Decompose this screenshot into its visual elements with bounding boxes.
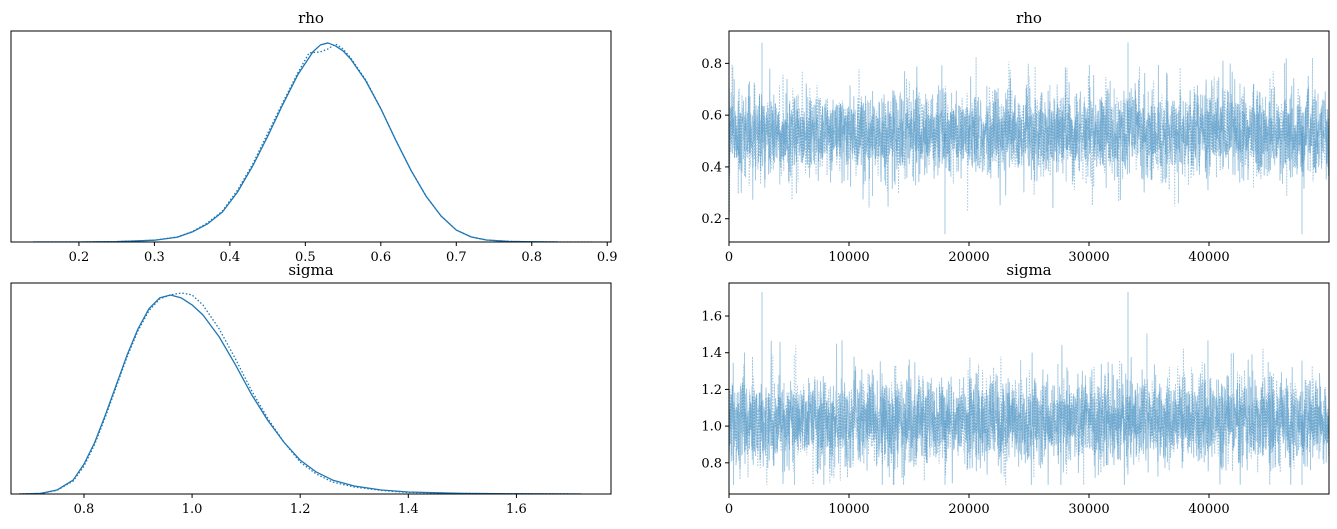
y-tick-label: 1.0 [701,420,722,435]
axes-frame [10,282,612,495]
x-tick-label: 0 [725,250,733,265]
x-tick-label: 1.6 [506,502,527,517]
x-tick-label: 0.5 [295,250,316,265]
plot-area [729,42,1329,235]
x-tick-label: 0.3 [144,250,165,265]
panel-title: rho [1016,9,1042,27]
axes-frame [10,30,612,243]
y-tick-label: 0.4 [701,160,722,175]
panel-1: rho 0.2 0.3 0.4 0.5 0.6 0.7 0.8 0.9 [10,9,618,265]
x-tick-label: 0.2 [69,250,90,265]
x-tick-label: 0.9 [597,250,618,265]
plot-area [33,42,593,242]
panel-title: sigma [288,261,333,279]
kde-dotted [33,43,593,242]
x-tick-label: 1.0 [182,502,203,517]
x-tick-label: 0.4 [220,250,241,265]
panel-4: sigma 0 10000 20000 30000 40000 0.8 1.0 1.2 1.4 1.… [701,261,1330,517]
kde-dotted [19,292,582,494]
trace-solid [729,58,1329,209]
x-tick-label: 30000 [1068,250,1109,265]
x-tick-label: 0.8 [74,502,95,517]
y-tick-label: 1.4 [701,346,722,361]
plot-area [19,292,582,494]
x-tick-label: 0.6 [370,250,391,265]
x-tick-label: 20000 [948,250,989,265]
x-tick-label: 30000 [1068,502,1109,517]
y-tick-label: 0.8 [701,57,722,72]
x-tick-label: 0.7 [446,250,467,265]
trace-solid [729,340,1329,485]
panel-title: rho [298,9,324,27]
y-tick-label: 0.2 [701,212,722,227]
x-tick-label: 10000 [828,502,869,517]
plot-area [729,292,1329,485]
panel-3: sigma 0.8 1.0 1.2 1.4 1.6 [10,261,612,517]
y-tick-label: 1.6 [701,310,722,325]
x-tick-label: 20000 [948,502,989,517]
y-tick-label: 0.8 [701,456,722,471]
kde-solid [19,294,582,494]
y-tick-label: 0.6 [701,109,722,124]
axes-frame [728,30,1330,243]
panel-2: rho 0 10000 20000 30000 40000 0.2 0.4 0.6 0.8 [701,9,1330,265]
x-tick-label: 40000 [1188,250,1229,265]
x-tick-label: 1.2 [290,502,311,517]
x-tick-label: 0.8 [521,250,542,265]
panel-title: sigma [1006,261,1051,279]
y-tick-label: 1.2 [701,383,722,398]
x-tick-label: 10000 [828,250,869,265]
kde-solid [33,42,559,242]
x-tick-label: 1.4 [398,502,419,517]
axes-frame [728,282,1330,495]
trace-dotted [729,57,1329,215]
trace-dotted [729,333,1329,485]
x-tick-label: 40000 [1188,502,1229,517]
x-tick-label: 0 [725,502,733,517]
